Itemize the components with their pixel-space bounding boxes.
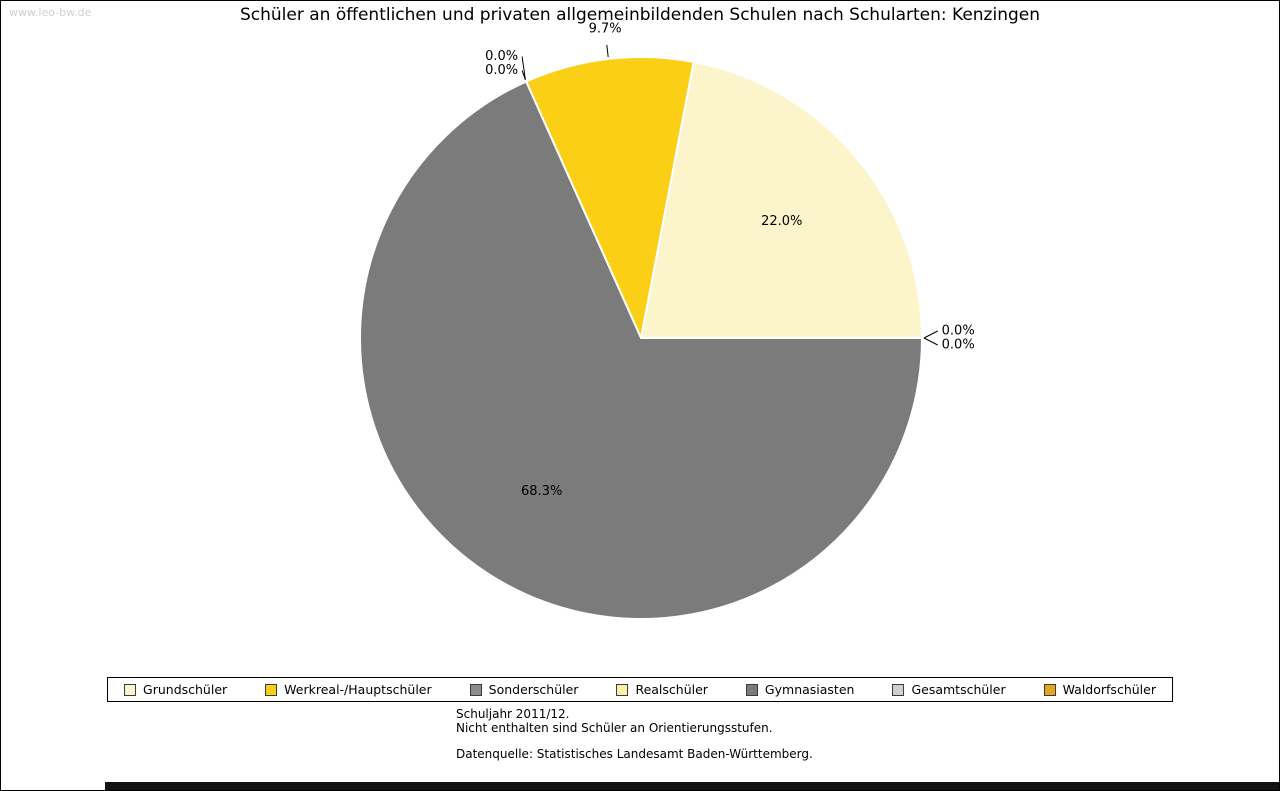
legend-label: Gesamtschüler [911, 682, 1006, 697]
chart-title: Schüler an öffentlichen und privaten all… [239, 5, 1040, 25]
label-leader-line [923, 337, 938, 346]
legend-item: Sonderschüler [469, 682, 579, 697]
label-leader-line [521, 70, 526, 80]
footnotes: Schuljahr 2011/12. Nicht enthalten sind … [456, 707, 813, 761]
pie-slice-0 [639, 60, 924, 339]
legend-label: Werkreal-/Hauptschüler [284, 682, 432, 697]
legend-label: Waldorfschüler [1062, 682, 1156, 697]
slice-percent-label: 68.3% [521, 484, 562, 499]
label-leader-line [521, 56, 526, 80]
legend-swatch [745, 683, 758, 696]
label-leader-line [923, 330, 938, 339]
legend-swatch [616, 683, 629, 696]
footnote-note: Nicht enthalten sind Schüler an Orientie… [456, 721, 773, 735]
legend-label: Realschüler [635, 682, 708, 697]
slice-percent-label: 0.0% [942, 338, 975, 353]
legend-label: Grundschüler [143, 682, 228, 697]
slice-percent-label: 9.7% [589, 21, 622, 36]
legend-swatch [1043, 683, 1056, 696]
bottom-bar [105, 782, 1279, 790]
legend-item: Werkreal-/Hauptschüler [265, 682, 432, 697]
legend: Grundschüler Werkreal-/Hauptschüler Sonder… [107, 677, 1173, 702]
legend-label: Sonderschüler [488, 682, 579, 697]
site-watermark: www.leo-bw.de [9, 6, 92, 19]
slice-percent-label: 22.0% [761, 214, 802, 229]
legend-swatch [892, 683, 905, 696]
legend-item: Realschüler [616, 682, 708, 697]
pie-chart: 22.0%9.7%68.3%0.0%0.0%0.0%0.0% [359, 21, 975, 620]
legend-item: Gymnasiasten [745, 682, 855, 697]
legend-item: Gesamtschüler [892, 682, 1006, 697]
legend-swatch [265, 683, 278, 696]
legend-item: Grundschüler [124, 682, 227, 697]
footnote-source: Datenquelle: Statistisches Landesamt Bad… [456, 747, 813, 761]
pie-slice-1 [524, 56, 695, 342]
slice-percent-label: 0.0% [485, 63, 518, 78]
slice-percent-label: 0.0% [942, 324, 975, 339]
pie-slice-4 [359, 80, 924, 620]
slice-percent-label: 0.0% [485, 49, 518, 64]
legend-swatch [124, 683, 137, 696]
legend-label: Gymnasiasten [764, 682, 855, 697]
legend-swatch [469, 683, 482, 696]
legend-item: Waldorfschüler [1043, 682, 1156, 697]
label-leader-line [606, 44, 609, 57]
footnote-schoolyear: Schuljahr 2011/12. [456, 707, 570, 721]
